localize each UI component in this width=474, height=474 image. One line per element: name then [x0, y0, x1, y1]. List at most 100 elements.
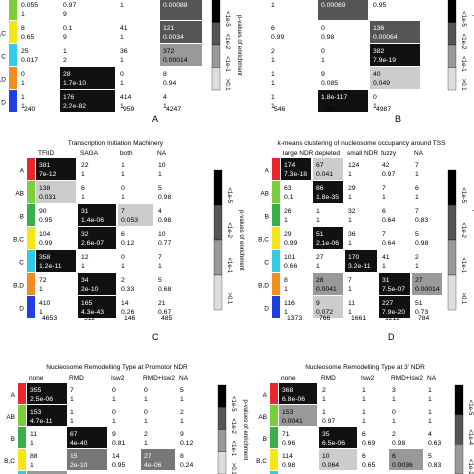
- column-total: 1211: [385, 315, 400, 322]
- heatmap-cell: [279, 427, 317, 448]
- cell-count: 31: [382, 277, 390, 284]
- heatmap-cell: [313, 158, 343, 180]
- cell-pvalue: 3.2e-11: [348, 263, 371, 270]
- cell-count: 67: [316, 162, 324, 169]
- heatmap-cell: [118, 227, 153, 249]
- heatmap-cell: [177, 383, 207, 404]
- heatmap-cell: [345, 204, 377, 226]
- column-total: 959: [123, 106, 135, 113]
- column-header: small NDR: [347, 150, 378, 157]
- cell-pvalue: 1: [348, 194, 352, 201]
- legend-tick: <1e-2: [226, 223, 232, 239]
- cell-pvalue: 1: [321, 57, 325, 64]
- cell-count: 138: [39, 185, 51, 192]
- heatmap-cell: [379, 296, 410, 318]
- panel-caption: B: [395, 114, 401, 124]
- cell-pvalue: 0.69: [362, 440, 375, 447]
- cell-count: 14: [121, 300, 129, 307]
- row-label: B,C: [256, 458, 267, 465]
- heatmap-cell: [67, 405, 107, 426]
- cell-count: 7: [121, 208, 125, 215]
- row-label: B,D: [13, 283, 24, 290]
- cell-pvalue: 9: [63, 34, 67, 41]
- cell-pvalue: 0.94: [163, 80, 176, 87]
- heatmap-cell: [109, 471, 139, 474]
- cell-count: 2: [415, 254, 419, 261]
- heatmap-cell: [318, 21, 368, 43]
- cell-pvalue: 0.64: [382, 240, 395, 247]
- legend-swatch: [217, 407, 227, 430]
- column-header: RMD+Isw2: [391, 375, 423, 382]
- panel-b: 1 0.00069 0.95 6 0.99 0 0.98 136 0.00064 2 1 0 1 382 7…: [268, 0, 420, 124]
- heatmap-cell: [36, 273, 76, 295]
- cell-count: 0.1: [63, 25, 73, 32]
- heatmap-cell: [18, 67, 58, 89]
- heatmap-cell: [155, 273, 195, 295]
- cell-pvalue: 0.0034: [163, 34, 184, 41]
- row-color-strip: [270, 405, 278, 426]
- heatmap-cell: [177, 471, 207, 474]
- cell-count: 12: [81, 254, 89, 261]
- cell-pvalue: 1: [392, 418, 396, 425]
- cell-count: 72: [39, 277, 47, 284]
- cell-pvalue: 0.053: [121, 217, 138, 224]
- heatmap-cell: [281, 181, 311, 203]
- heatmap-cell: [160, 44, 202, 66]
- cell-pvalue: 7e-12: [39, 171, 57, 178]
- column-total: 146: [124, 315, 136, 322]
- heatmap-cell: [160, 67, 202, 89]
- panel-caption: D: [388, 332, 395, 342]
- heatmap-cell: [425, 471, 451, 474]
- heatmap-cell: [78, 227, 116, 249]
- row-color-strip: [9, 90, 17, 112]
- cell-count: 32: [81, 231, 89, 238]
- legend-tick: <1e-1: [230, 441, 236, 457]
- cell-pvalue: 0.00014: [415, 286, 440, 293]
- cell-count: 9: [180, 431, 184, 438]
- cell-pvalue: 1: [120, 80, 124, 87]
- legend-swatch: [454, 384, 464, 415]
- heatmap-cell: [313, 204, 343, 226]
- cell-count: 136: [373, 25, 385, 32]
- cell-pvalue: 1: [144, 440, 148, 447]
- heatmap-cell: [177, 405, 207, 426]
- heatmap-cell: [118, 296, 153, 318]
- heatmap-cell: [141, 471, 175, 474]
- legend-swatch: [217, 451, 227, 474]
- cell-count: 9: [112, 431, 116, 438]
- heatmap-cell: [27, 383, 67, 404]
- heatmap-cell: [359, 405, 387, 426]
- column-total: 4987: [376, 106, 391, 113]
- heatmap-cell: [36, 227, 76, 249]
- cell-pvalue: 1.8e-35: [316, 194, 339, 201]
- heatmap-cell: [141, 449, 175, 470]
- row-color-strip: [27, 250, 35, 272]
- heatmap-cell: [318, 90, 368, 112]
- row-color-strip: [18, 405, 26, 426]
- cell-count: 8: [163, 71, 167, 78]
- legend-swatch: [217, 429, 227, 452]
- cell-pvalue: 0.98: [392, 440, 405, 447]
- row-color-strip: [9, 44, 17, 66]
- heatmap-cell: [319, 405, 357, 426]
- cell-count: 26: [284, 208, 292, 215]
- heatmap-cell: [370, 21, 420, 43]
- cell-pvalue: 0.98: [158, 217, 171, 224]
- heatmap-cell: [319, 383, 357, 404]
- cell-count: 5: [158, 185, 162, 192]
- legend-title: p-values of enrichment: [472, 15, 474, 76]
- cell-count: 34: [81, 277, 89, 284]
- cell-pvalue: 7.9e-19: [373, 57, 396, 64]
- cell-count: 104: [39, 231, 51, 238]
- cell-count: 0: [373, 94, 377, 101]
- column-header: RMD: [69, 375, 84, 382]
- cell-count: 121: [163, 25, 175, 32]
- legend-tick: <1e-2: [224, 34, 230, 50]
- cell-pvalue: 6.8e-06: [282, 396, 305, 403]
- cell-pvalue: 1: [21, 11, 25, 18]
- cell-pvalue: 0.12: [180, 440, 193, 447]
- row-color-strip: [18, 427, 26, 448]
- heatmap-cell: [412, 296, 442, 318]
- cell-count: 7: [415, 162, 419, 169]
- legend-tick: <1e-5: [460, 188, 466, 204]
